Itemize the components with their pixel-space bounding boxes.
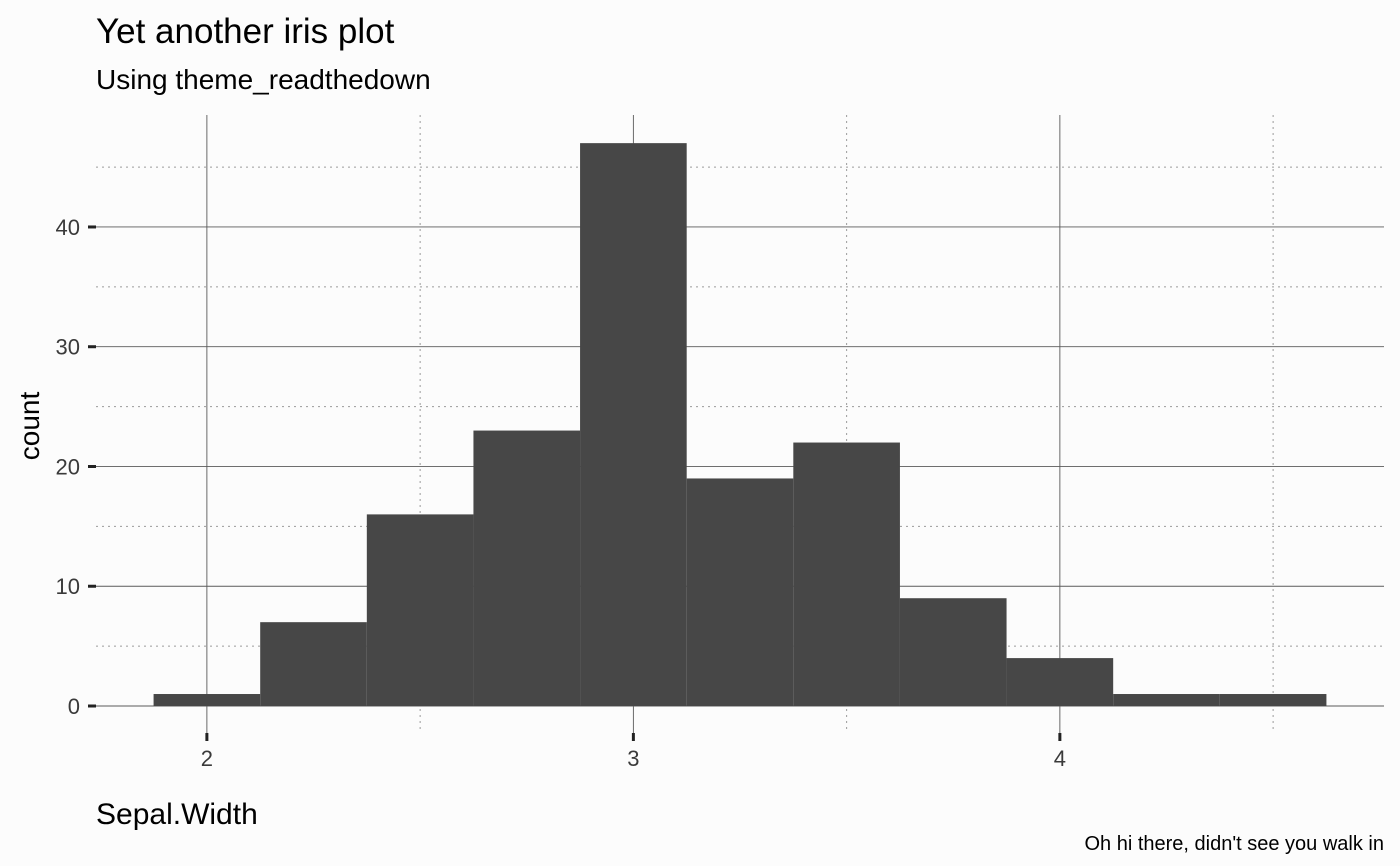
y-tick-label-2: 20 [56, 454, 80, 479]
chart-subtitle: Using theme_readthedown [96, 64, 431, 95]
histogram-bar-6 [793, 442, 900, 706]
y-axis: 0 10 20 30 40 [56, 215, 96, 719]
x-tick-label-2: 4 [1054, 746, 1066, 771]
histogram-bar-8 [1006, 658, 1114, 706]
histogram-bar-10 [1219, 694, 1327, 706]
y-axis-label: count [14, 392, 45, 461]
histogram-bar-0 [153, 694, 261, 706]
histogram-bar-1 [260, 622, 367, 706]
x-axis: 2 3 4 [201, 733, 1066, 771]
histogram-bar-7 [899, 598, 1007, 706]
x-tick-label-1: 3 [627, 746, 639, 771]
y-tick-label-1: 10 [56, 574, 80, 599]
histogram-bar-3 [473, 430, 581, 706]
histogram-bar-4 [580, 143, 687, 707]
y-tick-label-3: 30 [56, 335, 80, 360]
histogram-bar-2 [366, 514, 474, 706]
histogram-bar-9 [1113, 694, 1220, 706]
y-tick-label-4: 40 [56, 215, 80, 240]
chart-title: Yet another iris plot [96, 12, 395, 51]
histogram-bars [153, 143, 1327, 707]
chart-caption: Oh hi there, didn't see you walk in [1084, 833, 1384, 855]
x-tick-label-0: 2 [201, 746, 213, 771]
x-axis-label: Sepal.Width [96, 798, 258, 831]
y-tick-label-0: 0 [68, 694, 80, 719]
histogram-bar-5 [686, 478, 794, 706]
